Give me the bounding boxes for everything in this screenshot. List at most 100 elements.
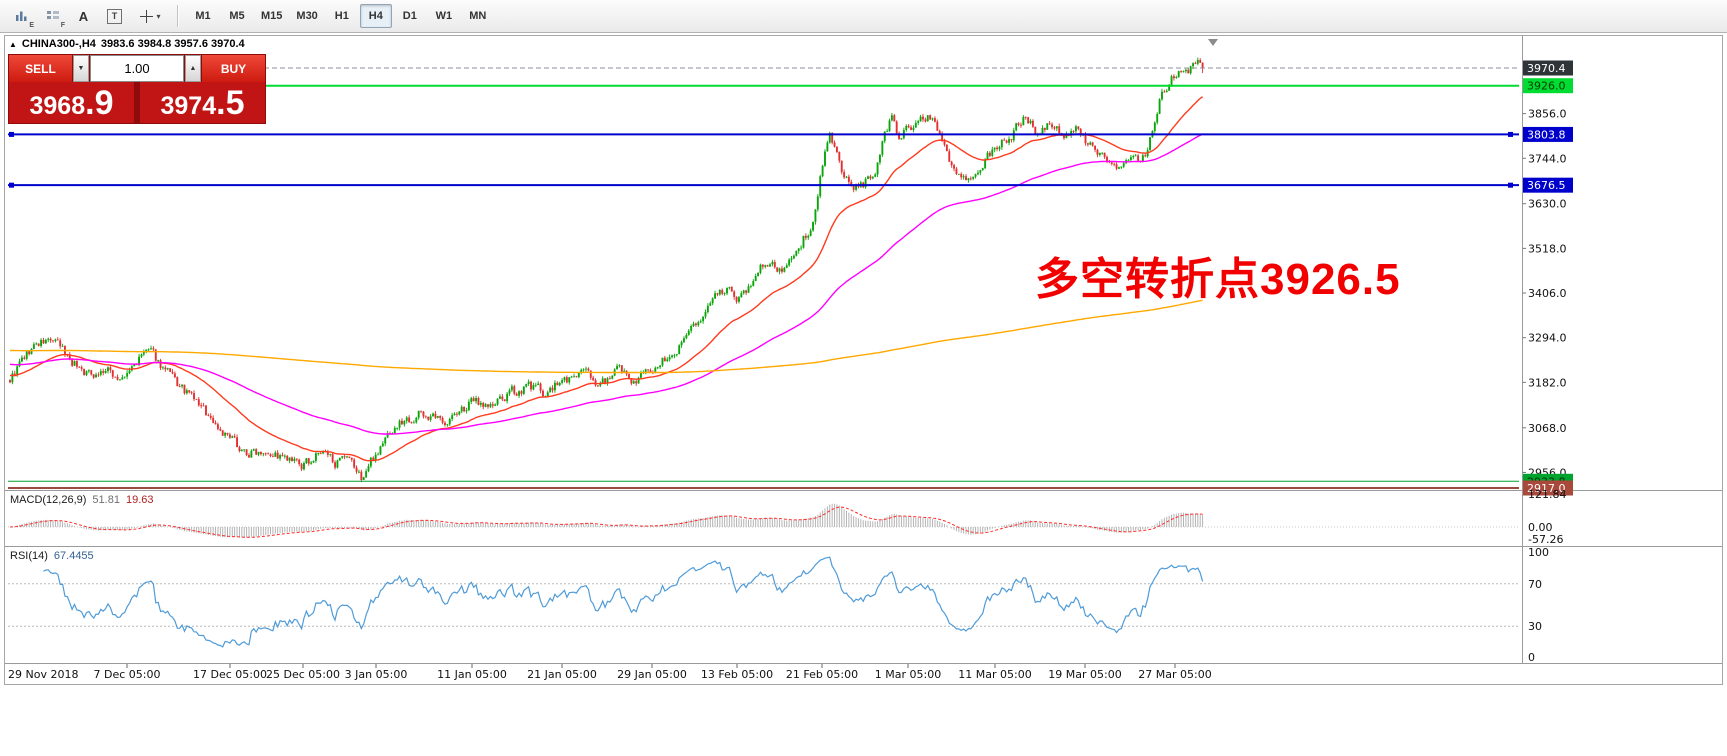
macd-indicator [8, 503, 1519, 538]
rsi-axis-label: 0 [1528, 651, 1535, 664]
text-annotation[interactable]: 多空转折点3926.5 [1035, 255, 1401, 304]
time-tick-label: 21 Feb 05:00 [786, 668, 858, 681]
price-marker-3803.8 [1523, 126, 1573, 142]
timeframe-button-W1[interactable]: W1 [435, 10, 453, 22]
charts-icon[interactable]: E [7, 3, 36, 29]
bar-chart-glyph [15, 11, 26, 21]
buy-button[interactable]: BUY [202, 55, 265, 82]
trade-prices-row: 3968.9 3974.5 [9, 82, 265, 123]
bar-shift-marker[interactable] [1208, 39, 1218, 46]
resistance-line-handle[interactable] [1508, 131, 1513, 137]
toolbar-separator [177, 5, 179, 27]
macd-axis-label: 0.00 [1528, 521, 1553, 534]
indicator-list-icon[interactable]: F [38, 3, 67, 29]
time-tick-label: 3 Jan 05:00 [345, 668, 408, 681]
rsi-indicator [8, 556, 1519, 648]
trade-controls-row: SELL ▼ ▲ BUY [9, 55, 265, 82]
price-marker-3926.0 [1523, 78, 1573, 94]
time-tick-label: 21 Jan 05:00 [527, 668, 597, 681]
price-divider [134, 82, 140, 123]
grid-glyph [46, 11, 59, 19]
price-tick-label: 3518.0 [1528, 242, 1567, 255]
time-tick-label: 13 Feb 05:00 [701, 668, 773, 681]
time-tick-label: 11 Jan 05:00 [437, 668, 507, 681]
support-line-handle[interactable] [9, 182, 14, 188]
ma-line-1000 [10, 299, 1203, 374]
timeframe-button-M5[interactable]: M5 [229, 10, 245, 22]
time-axis[interactable]: 29 Nov 2018 7 Dec 05:00 17 Dec 05:00 25 Dec… [8, 664, 1212, 681]
time-tick-label: 7 Dec 05:00 [94, 668, 161, 681]
volume-input[interactable] [90, 55, 184, 82]
timeframe-button-M1[interactable]: M1 [195, 10, 211, 22]
price-marker-3970.4 [1523, 60, 1573, 76]
macd-signal-line [9, 506, 1203, 538]
buy-price[interactable]: 3974.5 [160, 84, 245, 122]
chevron-down-icon: ▾ [156, 11, 161, 21]
crosshair-glyph [140, 9, 154, 23]
rsi-axis-label: 70 [1528, 578, 1542, 591]
timeframe-button-M30[interactable]: M30 [296, 10, 318, 22]
ma-line-34 [9, 96, 1204, 462]
letter-a-glyph: A [78, 8, 89, 24]
volume-decrease-button[interactable]: ▼ [73, 55, 89, 82]
support-line-handle[interactable] [1508, 182, 1513, 188]
sell-price[interactable]: 3968.9 [29, 84, 114, 122]
time-tick-label: 25 Dec 05:00 [266, 668, 340, 681]
price-tick-label: 3744.0 [1528, 152, 1567, 165]
letter-t-glyph: T [107, 8, 122, 24]
timeframe-group: M1 M5 M15 M30 H1 H4 D1 W1 MN [186, 4, 495, 28]
time-tick-label: 19 Mar 05:00 [1048, 668, 1121, 681]
resistance-line-handle[interactable] [9, 131, 14, 137]
macd-title: MACD(12,26,9) [10, 494, 87, 506]
macd-histogram [11, 503, 1204, 538]
price-tick-label: 3068.0 [1528, 422, 1567, 435]
price-marker-text: 3803.8 [1527, 128, 1566, 141]
macd-signal-value: 19.63 [125, 494, 154, 506]
text-box-icon[interactable]: T [100, 3, 129, 29]
one-click-trading-panel: SELL ▼ ▲ BUY 3968.9 3974.5 [8, 54, 266, 124]
macd-axis-label: 121.84 [1528, 488, 1567, 501]
time-tick-label: 29 Jan 05:00 [617, 668, 687, 681]
rsi-line [43, 556, 1204, 648]
collapse-arrow-icon[interactable]: ▲ [9, 39, 17, 49]
price-tick-label: 3406.0 [1528, 287, 1567, 300]
price-marker-3676.5 [1523, 177, 1573, 193]
rsi-value: 67.4455 [53, 550, 94, 562]
timeframe-button-MN[interactable]: MN [469, 10, 487, 22]
rsi-axis-label: 100 [1528, 546, 1549, 559]
macd-axis-label: -57.26 [1528, 533, 1563, 546]
price-marker-text: 3676.5 [1527, 179, 1566, 192]
time-tick-label: 17 Dec 05:00 [193, 668, 267, 681]
toolbar: E F A T ▾ M1 M5 M15 M30 H1 H4 D1 W1 MN [0, 0, 1727, 33]
timeframe-button-H1[interactable]: H1 [334, 10, 349, 22]
symbol-ohlc-line: ▲ CHINA300-,H4 3983.6 3984.8 3957.6 3970… [9, 38, 245, 50]
time-tick-label: 11 Mar 05:00 [958, 668, 1031, 681]
time-tick-label: 1 Mar 05:00 [875, 668, 941, 681]
price-marker-text: 2917.0 [1527, 482, 1566, 495]
symbol-name: CHINA300-,H4 [21, 38, 96, 50]
price-tick-label: 3856.0 [1528, 108, 1567, 121]
price-tick-label: 3294.0 [1528, 332, 1567, 345]
price-marker-text: 3970.4 [1527, 62, 1566, 75]
timeframe-button-D1[interactable]: D1 [402, 10, 417, 22]
price-marker-2917.0 [1523, 480, 1573, 496]
charts-icon-sub: E [29, 22, 34, 29]
macd-main-value: 51.81 [92, 494, 120, 506]
ma-line-110 [9, 133, 1203, 435]
timeframe-button-H4[interactable]: H4 [359, 4, 392, 28]
volume-increase-button[interactable]: ▲ [185, 55, 201, 82]
ohlc-values: 3983.6 3984.8 3957.6 3970.4 [100, 38, 245, 50]
indicator-list-icon-sub: F [60, 22, 65, 29]
sell-button[interactable]: SELL [9, 55, 72, 82]
price-axis[interactable]: 3856.0 3744.0 3630.0 3518.0 3406.0 3294.0 3182… [1522, 60, 1574, 496]
time-tick-label: 29 Nov 2018 [8, 668, 78, 681]
text-label-icon[interactable]: A [69, 3, 98, 29]
rsi-pane-label: RSI(14) 67.4455 [10, 550, 94, 562]
rsi-axis-label: 30 [1528, 620, 1542, 633]
macd-pane-label: MACD(12,26,9) 51.81 19.63 [10, 494, 153, 506]
crosshair-icon[interactable]: ▾ [131, 3, 169, 29]
timeframe-button-M15[interactable]: M15 [261, 10, 283, 22]
